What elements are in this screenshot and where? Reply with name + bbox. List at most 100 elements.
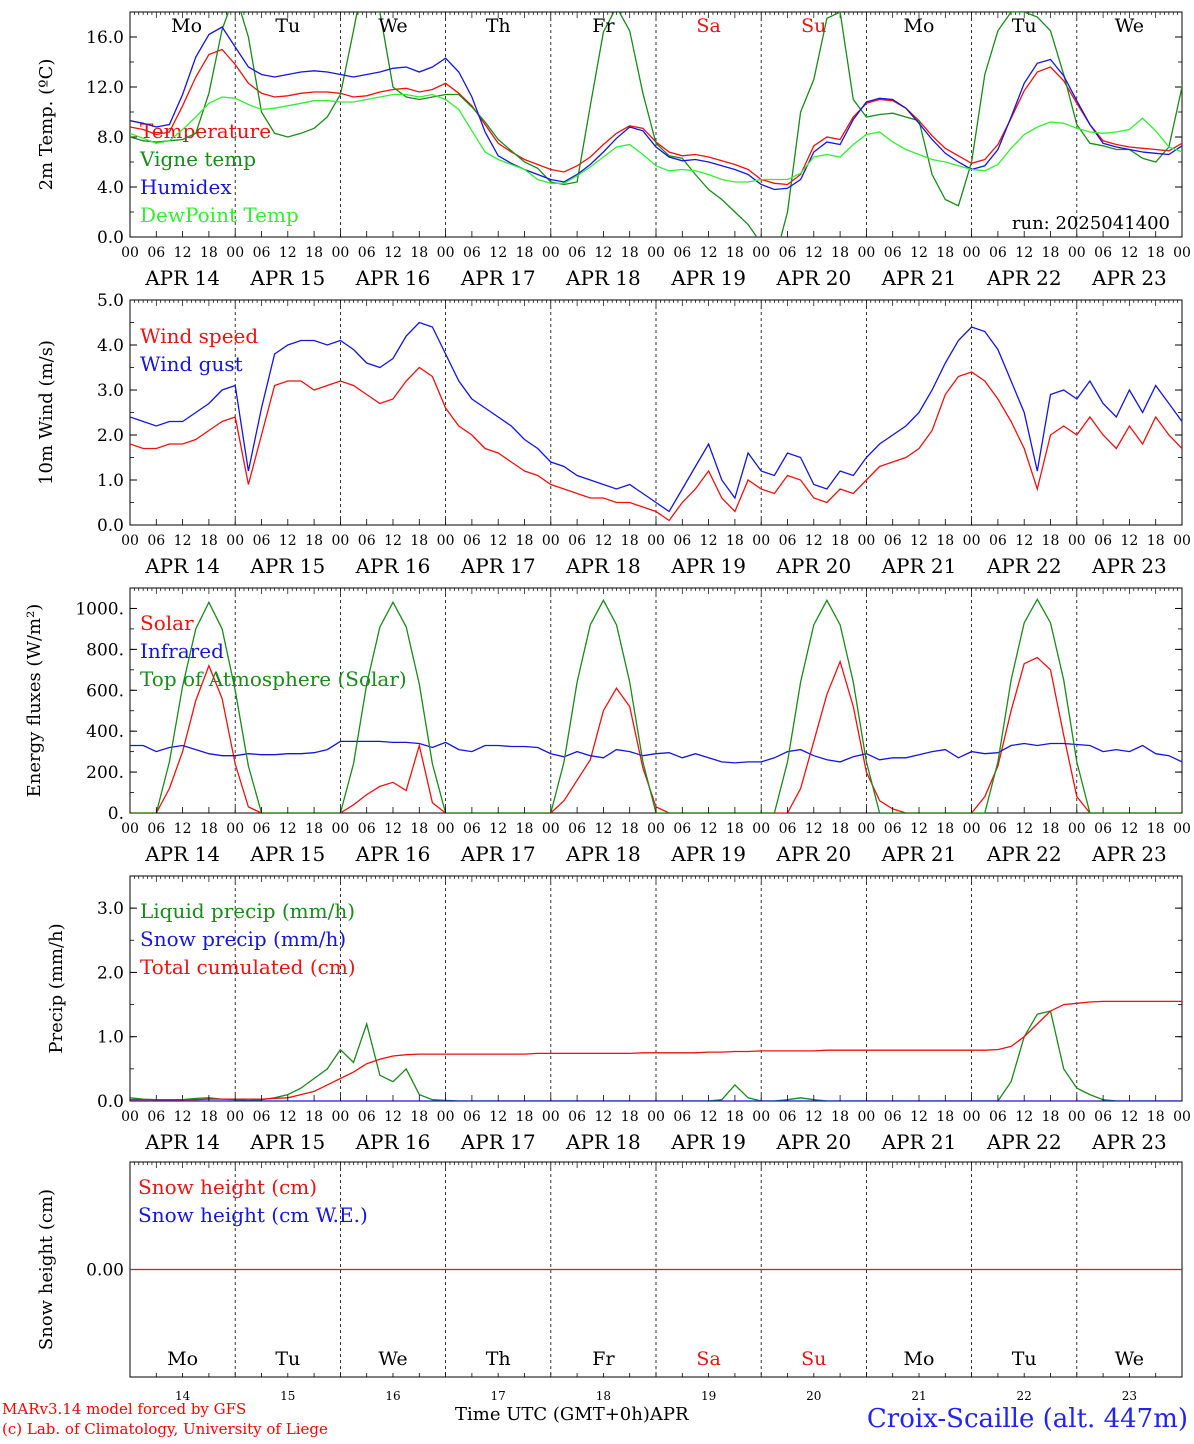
panel-5: 0.00 Snow height (cm) Snow height (cm) Snow… <box>36 1161 1183 1403</box>
x-hour-label: 18 <box>305 245 323 261</box>
x-hour-label: 06 <box>358 1109 376 1125</box>
x-hour-label: 12 <box>700 245 718 261</box>
x-date-label: APR 20 <box>775 1130 851 1154</box>
x-hour-label: 06 <box>463 1109 481 1125</box>
day-name-top: Tu <box>275 15 300 37</box>
x-hour-label: 06 <box>147 245 165 261</box>
x-hour-label: 12 <box>1120 821 1138 837</box>
x-hour-label: 12 <box>700 821 718 837</box>
x-hour-label: 06 <box>253 245 271 261</box>
y-tick-label: 16.0 <box>86 28 124 48</box>
day-name-bottom: Tu <box>1012 1348 1037 1370</box>
x-hour-label: 00 <box>226 1109 244 1125</box>
legend-entry: Wind speed <box>140 324 258 348</box>
x-hour-label: 12 <box>1015 821 1033 837</box>
x-hour-label: 06 <box>147 821 165 837</box>
x-hour-label: 18 <box>305 533 323 549</box>
day-name-top: Th <box>486 15 511 37</box>
x-hour-label: 06 <box>358 821 376 837</box>
x-hour-label: 00 <box>647 1109 665 1125</box>
x-hour-label: 18 <box>200 821 218 837</box>
y-tick-label: 3.0 <box>97 381 124 401</box>
x-hour-label: 18 <box>516 821 534 837</box>
x-hour-label: 18 <box>1042 821 1060 837</box>
x-hour-label: 12 <box>489 245 507 261</box>
y-tick-label: 1.0 <box>97 471 124 491</box>
x-date-label: APR 19 <box>670 554 746 578</box>
x-hour-label: 00 <box>226 245 244 261</box>
x-hour-label: 18 <box>621 533 639 549</box>
x-hour-label: 18 <box>1147 821 1165 837</box>
day-number-label: 20 <box>806 1389 821 1403</box>
y-tick-label: 8.0 <box>97 128 124 148</box>
panel-3: 0. 200. 400. 600. 800. 1000. Energy fluxes (W/… <box>24 587 1191 866</box>
x-date-label: APR 22 <box>986 842 1062 866</box>
series-line-top-of-atmosphere-solar- <box>130 597 1182 813</box>
x-date-label: APR 18 <box>565 1130 641 1154</box>
x-date-label: APR 18 <box>565 842 641 866</box>
x-hour-label: 12 <box>1120 533 1138 549</box>
x-hour-label: 00 <box>1068 245 1086 261</box>
x-hour-label: 06 <box>884 821 902 837</box>
day-name-top: Su <box>801 15 826 37</box>
panel-2: 0.0 1.0 2.0 3.0 4.0 5.0 10m Wind (m/s) Wind spe… <box>36 291 1191 578</box>
x-hour-label: 18 <box>200 1109 218 1125</box>
x-hour-label: 18 <box>516 245 534 261</box>
x-hour-label: 12 <box>805 245 823 261</box>
x-hour-label: 12 <box>910 821 928 837</box>
x-hour-label: 00 <box>857 821 875 837</box>
x-date-label: APR 15 <box>249 554 325 578</box>
y-tick-label: 800. <box>86 640 124 660</box>
day-name-top: Fr <box>592 15 615 37</box>
day-name-top: Sa <box>696 15 720 37</box>
y-axis-label: Precip (mm/h) <box>46 923 67 1053</box>
x-hour-label: 18 <box>936 533 954 549</box>
x-hour-label: 00 <box>857 245 875 261</box>
x-hour-label: 12 <box>594 245 612 261</box>
x-hour-label: 12 <box>805 533 823 549</box>
x-date-label: APR 16 <box>355 1130 431 1154</box>
x-hour-label: 06 <box>884 1109 902 1125</box>
day-number-label: 14 <box>175 1389 191 1403</box>
day-number-label: 15 <box>280 1389 295 1403</box>
x-date-label: APR 17 <box>460 842 536 866</box>
day-name-bottom: We <box>1115 1348 1144 1370</box>
x-hour-label: 06 <box>147 1109 165 1125</box>
x-hour-label: 12 <box>910 1109 928 1125</box>
y-axis-label: 2m Temp. (ºC) <box>36 59 57 191</box>
y-tick-label: 400. <box>86 722 124 742</box>
y-tick-label: 200. <box>86 763 124 783</box>
x-date-label: APR 15 <box>249 266 325 290</box>
x-hour-label: 06 <box>568 245 586 261</box>
legend-entry: Infrared <box>140 639 224 663</box>
legend-entry: Top of Atmosphere (Solar) <box>140 667 407 691</box>
x-hour-label: 18 <box>831 533 849 549</box>
x-hour-label: 18 <box>726 1109 744 1125</box>
y-tick-label: 0.0 <box>97 516 124 536</box>
x-hour-label: 12 <box>174 1109 192 1125</box>
x-hour-label: 18 <box>1147 533 1165 549</box>
x-hour-label: 12 <box>700 1109 718 1125</box>
x-hour-label: 12 <box>700 533 718 549</box>
x-hour-label: 00 <box>437 1109 455 1125</box>
series-line-dewpoint-temp <box>130 93 1182 184</box>
y-tick-label: 600. <box>86 681 124 701</box>
series-line-temperature <box>130 48 1182 186</box>
x-hour-label: 00 <box>1173 1109 1191 1125</box>
x-hour-label: 12 <box>805 1109 823 1125</box>
legend-entry: Vigne temp <box>139 147 256 171</box>
x-date-label: APR 14 <box>144 554 220 578</box>
x-hour-label: 00 <box>752 1109 770 1125</box>
x-hour-label: 12 <box>910 245 928 261</box>
x-hour-label: 00 <box>542 245 560 261</box>
x-hour-label: 00 <box>331 533 349 549</box>
x-hour-label: 00 <box>226 533 244 549</box>
x-hour-label: 00 <box>647 533 665 549</box>
day-name-bottom: Fr <box>592 1348 615 1370</box>
series-line-wind-gust <box>130 321 1182 513</box>
x-hour-label: 18 <box>410 533 428 549</box>
x-hour-label: 18 <box>516 1109 534 1125</box>
x-hour-label: 06 <box>673 533 691 549</box>
x-hour-label: 12 <box>1120 1109 1138 1125</box>
x-hour-label: 06 <box>358 245 376 261</box>
